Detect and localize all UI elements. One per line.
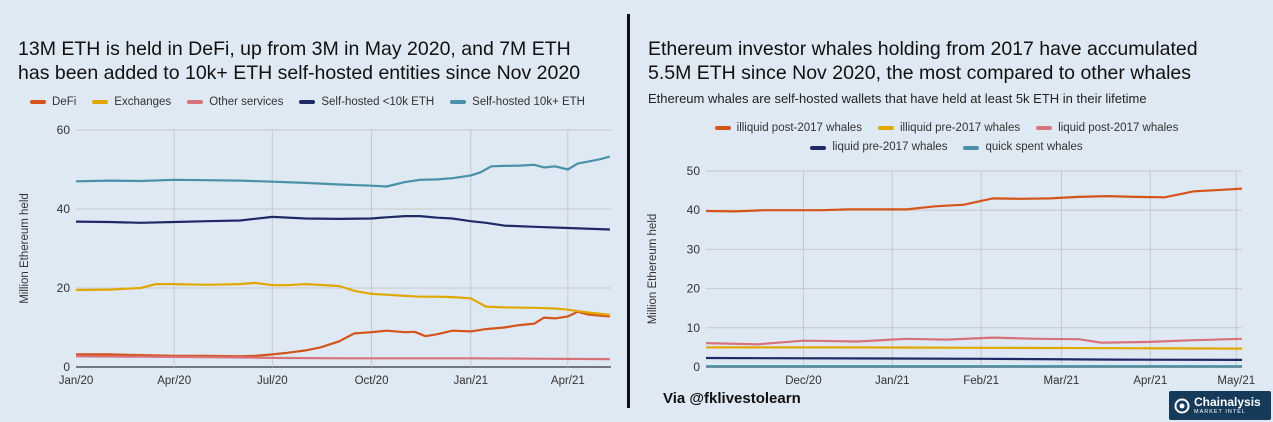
legend-label: Exchanges xyxy=(114,96,172,108)
right-chart-title: Ethereum investor whales holding from 20… xyxy=(648,37,1198,85)
series-line-defi xyxy=(76,310,610,358)
y-tick-label: 20 xyxy=(687,282,701,296)
left-chart-title: 13M ETH is held in DeFi, up from 3M in M… xyxy=(18,37,580,85)
x-tick-label: Jan/20 xyxy=(59,375,94,387)
y-tick-label: 10 xyxy=(687,321,701,335)
right-chart-title-line-1: Ethereum investor whales holding from 20… xyxy=(648,38,1198,60)
y-tick-label: 40 xyxy=(57,202,71,216)
legend-item: Exchanges xyxy=(92,96,171,108)
legend-item: Self-hosted <10k ETH xyxy=(299,96,434,108)
legend-item: illiquid pre-2017 whales xyxy=(877,119,1021,138)
legend-swatch xyxy=(187,100,204,104)
y-tick-label: 0 xyxy=(693,360,700,374)
legend-item: illiquid post-2017 whales xyxy=(714,119,862,138)
x-tick-label: Apr/20 xyxy=(157,375,191,387)
legend-item: liquid post-2017 whales xyxy=(1036,119,1178,138)
legend-swatch xyxy=(299,100,316,104)
y-tick-label: 30 xyxy=(687,242,701,256)
right-chart-panel: Ethereum investor whales holding from 20… xyxy=(636,0,1273,422)
series-line-self-hosted-10k-eth xyxy=(75,155,611,188)
legend-item: Other services xyxy=(187,96,283,108)
legend-item: quick spent whales xyxy=(963,138,1083,157)
legend-item: liquid pre-2017 whales xyxy=(810,138,947,157)
x-tick-label: Apr/21 xyxy=(1133,375,1167,387)
logo-name: Chainalysis xyxy=(1194,394,1261,409)
legend-swatch xyxy=(30,100,46,104)
legend-swatch xyxy=(714,126,731,130)
x-tick-label: May/21 xyxy=(1217,375,1255,387)
y-tick-label: 50 xyxy=(687,164,701,178)
right-chart-legend: illiquid post-2017 whales illiquid pre-20… xyxy=(636,118,1273,157)
series-line-illiquid-pre-2017-whales xyxy=(706,346,1243,350)
legend-label: Self-hosted <10k ETH xyxy=(321,96,435,108)
series-line-exchanges xyxy=(75,281,611,316)
series-line-self-hosted-10k-eth xyxy=(75,215,610,231)
legend-item: DeFi xyxy=(30,96,76,108)
legend-label: illiquid post-2017 whales xyxy=(736,121,862,134)
legend-label: DeFi xyxy=(52,96,77,108)
x-tick-label: Mar/21 xyxy=(1044,375,1080,387)
series-line-liquid-post-2017-whales xyxy=(705,336,1243,346)
left-chart-panel: 13M ETH is held in DeFi, up from 3M in M… xyxy=(0,0,622,422)
x-tick-label: Dec/20 xyxy=(785,375,821,387)
legend-swatch xyxy=(1036,126,1053,130)
y-axis-label: Million Ethereum held xyxy=(19,193,31,304)
legend-label: liquid pre-2017 whales xyxy=(832,141,948,153)
x-tick-label: Jan/21 xyxy=(875,375,910,387)
legend-swatch xyxy=(810,145,827,150)
chainalysis-logo: Chainalysis MARKET INTEL xyxy=(1169,391,1271,420)
y-tick-label: 0 xyxy=(63,360,70,374)
series-line-other-services xyxy=(75,355,610,361)
legend-item: Self-hosted 10k+ ETH xyxy=(450,96,585,108)
y-tick-label: 20 xyxy=(57,281,71,295)
right-line-chart: 0 10 20 30 40 50 Dec/20 Jan/21 Feb/21 Mar/21 Apr/2… xyxy=(647,164,1255,387)
left-line-chart: 0 20 40 60 Jan/20 Apr/20 Jul/20 Oct/20 Jan/21 Apr… xyxy=(19,123,611,387)
x-tick-label: Feb/21 xyxy=(963,375,999,387)
legend-swatch xyxy=(877,126,894,130)
right-chart-title-line-2: 5.5M ETH since Nov 2020, the most compar… xyxy=(648,62,1192,84)
legend-swatch xyxy=(92,100,109,104)
right-chart-subtitle: Ethereum whales are self-hosted wallets … xyxy=(648,91,1147,106)
logo-tagline: MARKET INTEL xyxy=(1194,408,1246,415)
y-tick-label: 40 xyxy=(687,203,701,217)
y-axis-label: Million Ethereum held xyxy=(647,214,659,325)
legend-label: liquid post-2017 whales xyxy=(1058,121,1179,134)
series-line-illiquid-post-2017-whales xyxy=(705,187,1243,213)
chainalysis-logo-icon xyxy=(1174,398,1190,413)
series-line-liquid-pre-2017-whales xyxy=(705,356,1243,361)
legend-label: quick spent whales xyxy=(985,141,1083,153)
x-tick-label: Jul/20 xyxy=(257,375,288,387)
left-chart-title-line-2: has been added to 10k+ ETH self-hosted e… xyxy=(18,62,581,84)
panel-divider xyxy=(627,14,630,408)
left-chart-legend: DeFi Exchanges Other services Self-hosted <… xyxy=(30,95,601,108)
x-tick-label: Apr/21 xyxy=(551,375,585,387)
legend-swatch xyxy=(450,100,467,104)
x-tick-label: Jan/21 xyxy=(454,375,489,387)
legend-label: illiquid pre-2017 whales xyxy=(899,121,1021,134)
legend-label: Self-hosted 10k+ ETH xyxy=(472,96,585,108)
left-chart-title-line-1: 13M ETH is held in DeFi, up from 3M in M… xyxy=(18,38,571,60)
y-tick-label: 60 xyxy=(57,123,71,137)
legend-label: Other services xyxy=(209,96,284,108)
legend-swatch xyxy=(963,145,980,150)
x-tick-label: Oct/20 xyxy=(355,375,389,387)
credit-text: Via @fklivestolearn xyxy=(663,390,801,407)
